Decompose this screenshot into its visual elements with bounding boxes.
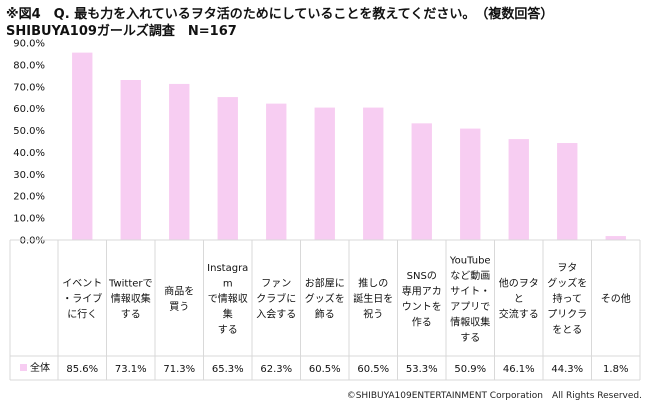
bar: [217, 97, 238, 240]
category-label: 交流する: [499, 308, 539, 321]
category-label: 飾る: [315, 308, 335, 321]
legend-swatch: [20, 364, 27, 371]
category-label: m: [223, 279, 233, 290]
category-label: する: [218, 324, 238, 336]
category-label: YouTube: [449, 255, 491, 266]
bar: [266, 103, 287, 240]
category-label: グッズを: [305, 292, 345, 305]
y-tick-label: 90.0%: [13, 39, 45, 50]
category-label: プリクラ: [547, 309, 587, 321]
category-label: する: [121, 309, 141, 321]
category-label: ヲタ: [557, 262, 577, 274]
category-label: グッズを: [547, 277, 587, 290]
data-label: 50.9%: [454, 364, 486, 375]
y-tick-label: 0.0%: [20, 236, 45, 247]
bar: [411, 123, 432, 240]
category-label: に行く: [67, 308, 97, 321]
y-tick-label: 20.0%: [13, 192, 45, 203]
copyright-text: ©SHIBUYA109ENTERTAINMENT Corporation All…: [346, 391, 642, 401]
data-label: 73.1%: [115, 364, 147, 375]
y-tick-label: 70.0%: [13, 82, 45, 93]
category-label: 情報収集: [111, 292, 151, 305]
bar: [169, 83, 190, 240]
category-label: 専用アカ: [402, 285, 442, 297]
category-label: アプリで: [450, 301, 490, 313]
category-label: 集: [223, 308, 233, 321]
y-tick-label: 60.0%: [13, 104, 45, 115]
category-label: 他のヲタ: [499, 277, 539, 290]
category-label: をとる: [552, 324, 582, 336]
legend-label: 全体: [30, 361, 50, 374]
bar: [363, 107, 384, 240]
category-label: など動画: [450, 269, 490, 282]
category-label: その他: [601, 292, 631, 305]
chart-title: ※図4 Q. 最も力を入れているヲタ活のためにしていることを教えてください。 （…: [6, 7, 554, 22]
category-label: 持って: [553, 292, 583, 305]
category-label: 情報収集: [450, 315, 490, 328]
category-label: イベント: [62, 278, 102, 290]
y-tick-label: 50.0%: [13, 126, 45, 137]
category-label: 作る: [412, 316, 432, 328]
category-label: 買う: [169, 301, 189, 313]
data-label: 71.3%: [163, 364, 195, 375]
data-label: 60.5%: [357, 364, 389, 375]
y-tick-label: 30.0%: [13, 170, 45, 181]
bar: [460, 128, 481, 240]
category-label: 誕生日を: [353, 292, 393, 305]
y-tick-label: 10.0%: [13, 214, 45, 225]
data-label: 46.1%: [503, 364, 535, 375]
data-label: 60.5%: [309, 364, 341, 375]
category-label: クラブに: [256, 292, 296, 305]
category-label: Twitterで: [108, 279, 153, 290]
category-label: 推しの: [358, 277, 388, 290]
category-label: サイト・: [450, 285, 490, 297]
category-label: ウントを: [402, 301, 442, 313]
category-label: Instagra: [207, 263, 248, 274]
data-label: 65.3%: [212, 364, 244, 375]
y-tick-label: 80.0%: [13, 60, 45, 71]
category-label: する: [460, 332, 480, 344]
data-label: 44.3%: [551, 364, 583, 375]
category-label: お部屋に: [305, 277, 345, 290]
data-label: 62.3%: [260, 364, 292, 375]
data-label: 85.6%: [66, 364, 98, 375]
category-label: 祝う: [363, 308, 383, 321]
category-label: ファン: [261, 279, 291, 290]
category-label: 商品を: [164, 284, 194, 297]
category-label: で情報収: [208, 292, 248, 305]
chart-subtitle: SHIBUYA109ガールズ調査 N=167: [6, 24, 237, 39]
bar: [557, 143, 578, 240]
category-label: と: [514, 293, 524, 305]
data-label: 53.3%: [406, 364, 438, 375]
category-label: SNSの: [407, 271, 437, 282]
bar: [605, 236, 626, 240]
category-label: 入会する: [256, 308, 296, 321]
bar: [314, 107, 335, 240]
bar: [508, 139, 529, 240]
data-label: 1.8%: [603, 364, 628, 375]
bar: [72, 52, 93, 241]
category-label: ・ライブ: [62, 292, 102, 305]
bar: [120, 79, 141, 241]
y-tick-label: 40.0%: [13, 148, 45, 159]
